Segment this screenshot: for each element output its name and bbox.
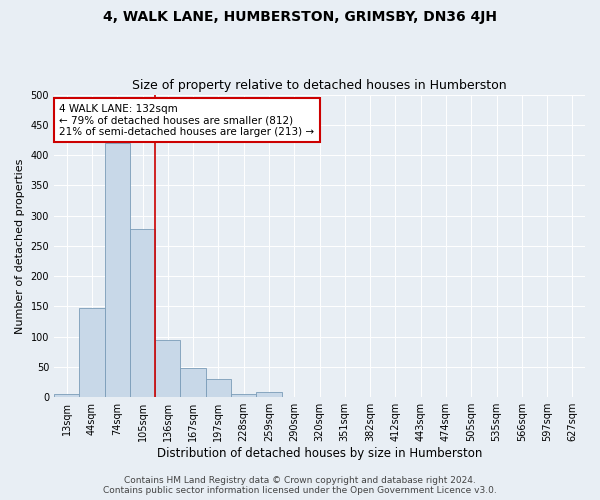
Text: Contains HM Land Registry data © Crown copyright and database right 2024.
Contai: Contains HM Land Registry data © Crown c… bbox=[103, 476, 497, 495]
Text: 4 WALK LANE: 132sqm
← 79% of detached houses are smaller (812)
21% of semi-detac: 4 WALK LANE: 132sqm ← 79% of detached ho… bbox=[59, 104, 314, 137]
Title: Size of property relative to detached houses in Humberston: Size of property relative to detached ho… bbox=[132, 79, 507, 92]
Bar bbox=[281, 396, 307, 397]
Bar bbox=[130, 229, 155, 397]
Bar bbox=[54, 394, 79, 397]
Text: 4, WALK LANE, HUMBERSTON, GRIMSBY, DN36 4JH: 4, WALK LANE, HUMBERSTON, GRIMSBY, DN36 … bbox=[103, 10, 497, 24]
Bar bbox=[181, 368, 206, 397]
Bar bbox=[155, 340, 181, 397]
Bar bbox=[79, 308, 104, 397]
Y-axis label: Number of detached properties: Number of detached properties bbox=[15, 158, 25, 334]
Bar bbox=[256, 392, 281, 397]
Bar bbox=[104, 143, 130, 397]
X-axis label: Distribution of detached houses by size in Humberston: Distribution of detached houses by size … bbox=[157, 447, 482, 460]
Bar bbox=[231, 394, 256, 397]
Bar bbox=[206, 379, 231, 397]
